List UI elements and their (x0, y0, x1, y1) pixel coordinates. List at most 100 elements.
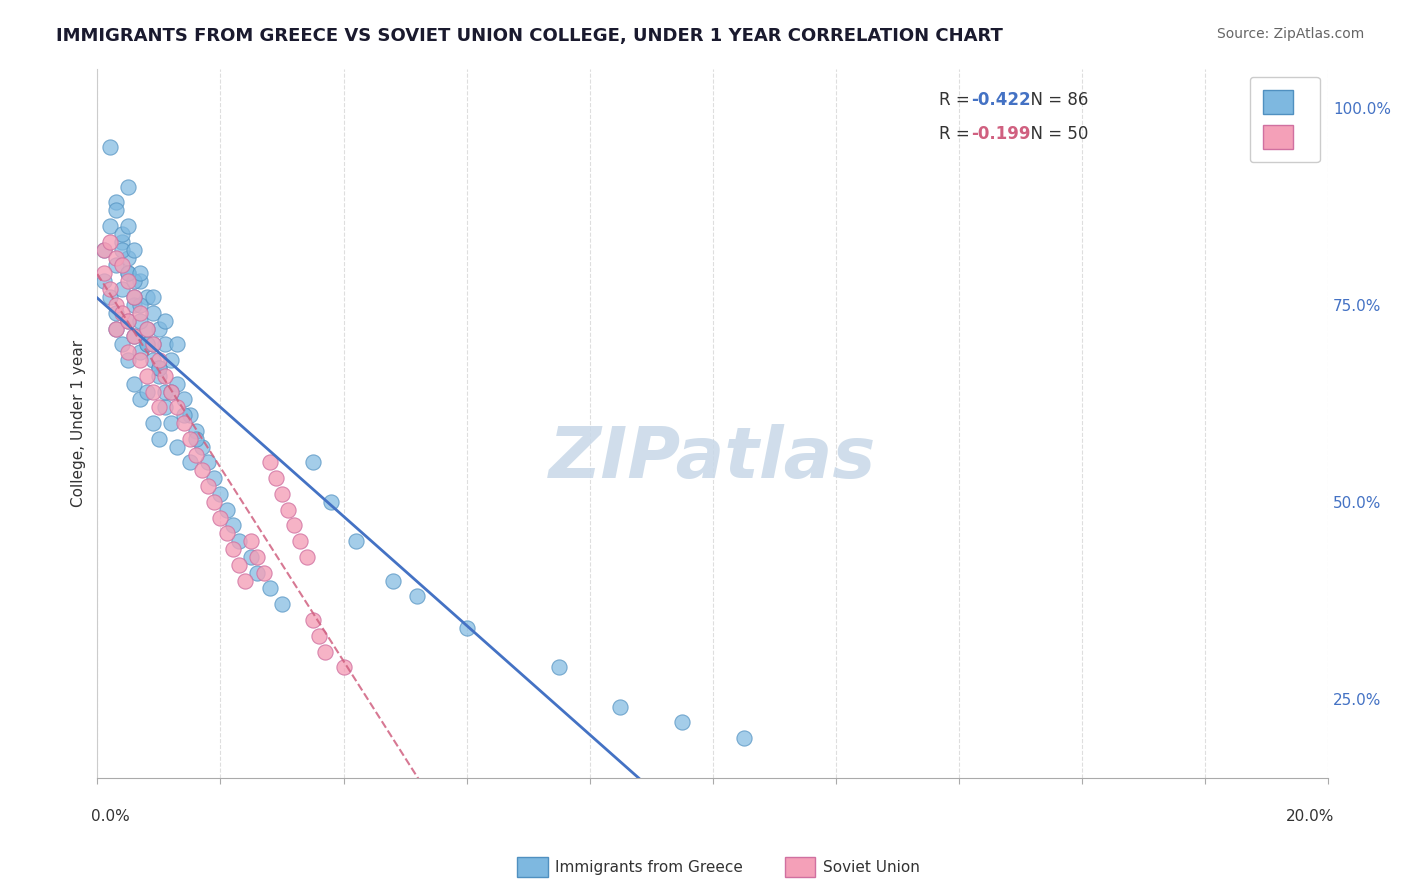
Point (93, 243, 115, 257)
Point (111, 235, 134, 249)
Point (104, 321, 127, 335)
Point (215, 526, 238, 541)
Point (129, 392, 152, 407)
Point (166, 337, 188, 351)
Point (142, 290, 165, 304)
Point (160, 384, 183, 399)
Point (301, 613, 323, 627)
Point (142, 353, 165, 368)
Point (117, 251, 139, 265)
Point (671, 715, 693, 730)
Point (124, 243, 146, 257)
Point (184, 432, 207, 446)
Point (153, 401, 176, 415)
Point (222, 518, 245, 533)
Point (308, 629, 330, 643)
Point (344, 534, 367, 549)
Point (104, 195, 127, 210)
Point (135, 337, 157, 351)
Point (117, 313, 139, 327)
Point (153, 368, 176, 383)
Point (111, 243, 134, 257)
Point (117, 313, 139, 327)
Text: -0.199: -0.199 (972, 125, 1031, 143)
Point (117, 266, 139, 280)
Point (129, 266, 152, 280)
Point (271, 487, 294, 501)
Point (98, 219, 121, 233)
Point (166, 376, 188, 391)
Text: R =: R = (939, 91, 976, 110)
Text: 20.0%: 20.0% (1286, 809, 1334, 824)
Point (332, 660, 354, 674)
Point (111, 259, 134, 273)
Point (381, 574, 404, 588)
Point (124, 290, 146, 304)
Point (104, 321, 127, 335)
Point (290, 534, 312, 549)
FancyBboxPatch shape (517, 857, 548, 877)
Y-axis label: College, Under 1 year: College, Under 1 year (72, 340, 86, 507)
Point (209, 510, 232, 524)
Point (295, 549, 318, 564)
Point (111, 282, 134, 296)
Text: -0.422: -0.422 (972, 91, 1031, 110)
Point (129, 298, 152, 312)
Point (142, 337, 165, 351)
Text: N = 50: N = 50 (1021, 125, 1088, 143)
Point (733, 731, 755, 746)
Point (148, 432, 170, 446)
Text: N = 86: N = 86 (1021, 91, 1088, 110)
Point (111, 337, 134, 351)
Point (246, 549, 269, 564)
Point (148, 368, 170, 383)
Point (314, 644, 336, 658)
Point (240, 534, 263, 549)
Point (104, 203, 127, 218)
Point (191, 463, 214, 477)
Point (252, 566, 274, 580)
Point (321, 495, 343, 509)
Point (166, 401, 188, 415)
Point (179, 408, 201, 422)
Point (271, 597, 294, 611)
Point (148, 360, 170, 375)
Point (135, 290, 157, 304)
Point (124, 329, 146, 343)
Point (142, 337, 165, 351)
Point (153, 337, 176, 351)
Point (124, 290, 146, 304)
Text: 0.0%: 0.0% (91, 809, 129, 824)
Point (277, 502, 299, 516)
Point (98, 282, 121, 296)
Point (160, 353, 183, 368)
Point (129, 345, 152, 359)
Point (117, 219, 139, 233)
Point (184, 448, 207, 462)
Point (148, 353, 170, 368)
Point (129, 313, 152, 327)
Text: Source: ZipAtlas.com: Source: ZipAtlas.com (1216, 27, 1364, 41)
Point (264, 471, 287, 485)
Text: IMMIGRANTS FROM GREECE VS SOVIET UNION COLLEGE, UNDER 1 YEAR CORRELATION CHART: IMMIGRANTS FROM GREECE VS SOVIET UNION C… (56, 27, 1002, 45)
Point (548, 660, 571, 674)
Point (142, 384, 165, 399)
Point (202, 495, 225, 509)
Point (301, 455, 323, 469)
Point (222, 542, 245, 557)
Point (259, 455, 281, 469)
Point (228, 558, 250, 572)
Point (111, 227, 134, 241)
Point (259, 582, 281, 596)
Point (117, 353, 139, 368)
Point (142, 416, 165, 430)
Point (148, 360, 170, 375)
Point (124, 274, 146, 288)
Point (93, 266, 115, 280)
Point (93, 274, 115, 288)
Point (142, 306, 165, 320)
Point (98, 290, 121, 304)
Point (104, 259, 127, 273)
Text: ZIPatlas: ZIPatlas (550, 424, 876, 493)
Point (124, 376, 146, 391)
